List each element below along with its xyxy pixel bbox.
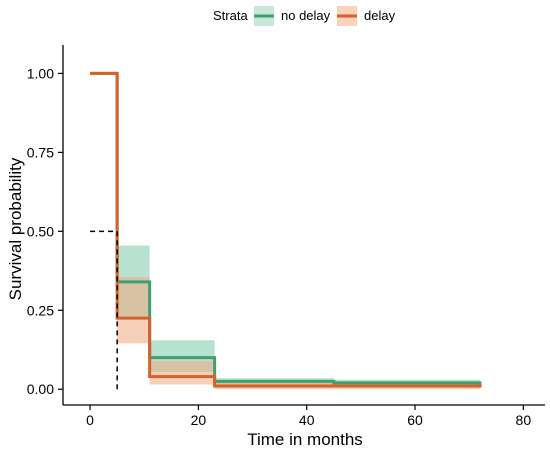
x-tick-label: 0 xyxy=(86,412,94,428)
x-axis-ticks: 0 20 40 60 80 xyxy=(86,405,531,428)
legend-label-delay: delay xyxy=(364,8,396,23)
survival-line-delay xyxy=(90,71,482,388)
legend-title: Strata xyxy=(213,8,248,23)
legend: Strata no delay delay xyxy=(213,6,396,26)
y-tick-label: 1.00 xyxy=(27,65,54,81)
y-axis-ticks: 0.00 0.25 0.50 0.75 1.00 xyxy=(27,65,63,397)
x-axis-title: Time in months xyxy=(247,430,363,449)
x-tick-label: 20 xyxy=(191,412,207,428)
y-tick-label: 0.25 xyxy=(27,302,54,318)
y-axis-title: Survival probability xyxy=(6,157,25,300)
median-lines xyxy=(90,230,118,390)
y-tick-label: 0.00 xyxy=(27,381,54,397)
y-tick-label: 0.50 xyxy=(27,223,54,239)
y-tick-label: 0.75 xyxy=(27,144,54,160)
survival-curves xyxy=(90,71,482,388)
x-tick-label: 80 xyxy=(516,412,532,428)
x-tick-label: 60 xyxy=(407,412,423,428)
legend-label-no-delay: no delay xyxy=(281,8,331,23)
axes: 0 20 40 60 80 0.00 0.25 0.50 0.75 1.00 xyxy=(27,45,545,428)
x-tick-label: 40 xyxy=(299,412,315,428)
